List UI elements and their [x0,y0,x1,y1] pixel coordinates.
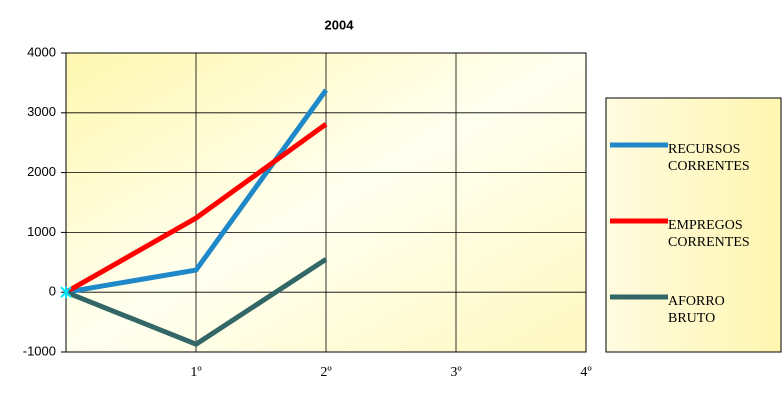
y-tick-label: -1000 [23,343,56,358]
y-tick-label: 2000 [27,164,56,179]
legend-label: RECURSOS CORRENTES [668,142,750,174]
x-tick-label: 2º [320,365,332,380]
x-tick-label: 3º [450,365,462,380]
y-tick-label: 3000 [27,104,56,119]
x-tick-label: 1º [190,365,202,380]
x-tick-label: 4º [580,365,592,380]
legend-box [605,97,782,353]
series-line [64,122,328,295]
chart-title: 2004 [325,17,355,32]
legend-label: EMPREGOS CORRENTES [668,218,750,250]
start-marker [60,286,72,299]
series-line [65,257,328,347]
y-tick-label: 4000 [27,44,56,59]
series-line [65,88,329,295]
y-tick-label: 1000 [27,224,56,239]
y-tick-label: 0 [49,284,56,299]
legend-label: AFORRO BRUTO [668,294,725,326]
